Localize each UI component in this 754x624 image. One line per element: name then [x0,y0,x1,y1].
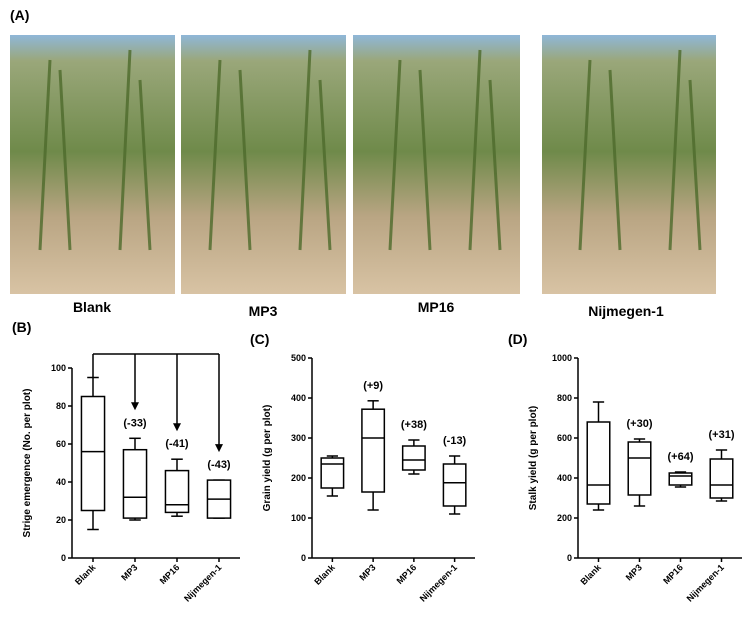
x-tick-label: MP16 [395,562,419,586]
x-tick-label: MP16 [661,562,685,586]
x-tick-label: Nijmegen-1 [685,562,726,603]
annotation: (+30) [627,418,653,430]
photo [181,35,346,294]
panel-label: (C) [250,331,269,347]
box [320,457,345,489]
annotation: (-33) [123,417,147,429]
y-tick-label: 100 [291,513,306,523]
x-tick-label: MP3 [119,562,139,582]
y-tick-label: 800 [557,393,572,403]
y-tick-label: 200 [291,473,306,483]
x-tick-label: Blank [579,562,604,587]
y-tick-label: 400 [557,473,572,483]
y-tick-label: 600 [557,433,572,443]
annotation: (-43) [207,459,231,471]
y-tick-label: 20 [56,515,66,525]
y-tick-label: 80 [56,401,66,411]
x-tick-label: MP3 [624,562,644,582]
arrow-head [173,423,181,432]
annotation: (-13) [443,435,467,447]
panel-label: (D) [508,331,527,347]
photo-caption: Blank [73,299,111,315]
annotation: (-41) [165,438,189,450]
panel-label: (B) [12,319,31,335]
box [401,445,426,471]
y-tick-label: 400 [291,393,306,403]
box [122,448,148,519]
photo [542,35,716,294]
photo-caption: Nijmegen-1 [588,303,664,319]
x-tick-label: Nijmegen-1 [418,562,459,603]
x-tick-label: Blank [73,562,98,587]
y-axis-label: Stalk yield (g per plot) [528,406,539,510]
y-tick-label: 0 [567,553,572,563]
panel-label: (A) [10,7,29,23]
y-tick-label: 60 [56,439,66,449]
y-tick-label: 100 [51,363,66,373]
photo [10,35,175,294]
y-tick-label: 1000 [552,353,572,363]
y-tick-label: 500 [291,353,306,363]
x-tick-label: MP16 [158,562,182,586]
x-tick-label: Blank [312,562,337,587]
x-tick-label: MP3 [357,562,377,582]
box [627,441,652,496]
box [80,395,106,512]
y-tick-label: 0 [61,553,66,563]
box [709,458,734,499]
annotation: (+31) [709,429,735,441]
y-axis-label: Strige emergence (No. per plot) [22,389,33,538]
box [668,472,693,486]
box [164,469,190,514]
annotation: (+9) [363,380,383,392]
photo-caption: MP16 [418,299,455,315]
y-tick-label: 200 [557,513,572,523]
photo-caption: MP3 [249,303,278,319]
y-tick-label: 40 [56,477,66,487]
arrow-head [131,402,139,411]
y-tick-label: 0 [301,553,306,563]
photo [353,35,520,294]
y-axis-label: Grain yield (g per plot) [262,405,273,512]
annotation: (+38) [401,419,427,431]
box [361,408,386,493]
y-tick-label: 300 [291,433,306,443]
box [586,421,611,505]
photos [10,35,716,294]
box [442,463,467,507]
x-tick-label: Nijmegen-1 [182,562,223,603]
arrow-head [215,444,223,453]
annotation: (+64) [668,451,694,463]
